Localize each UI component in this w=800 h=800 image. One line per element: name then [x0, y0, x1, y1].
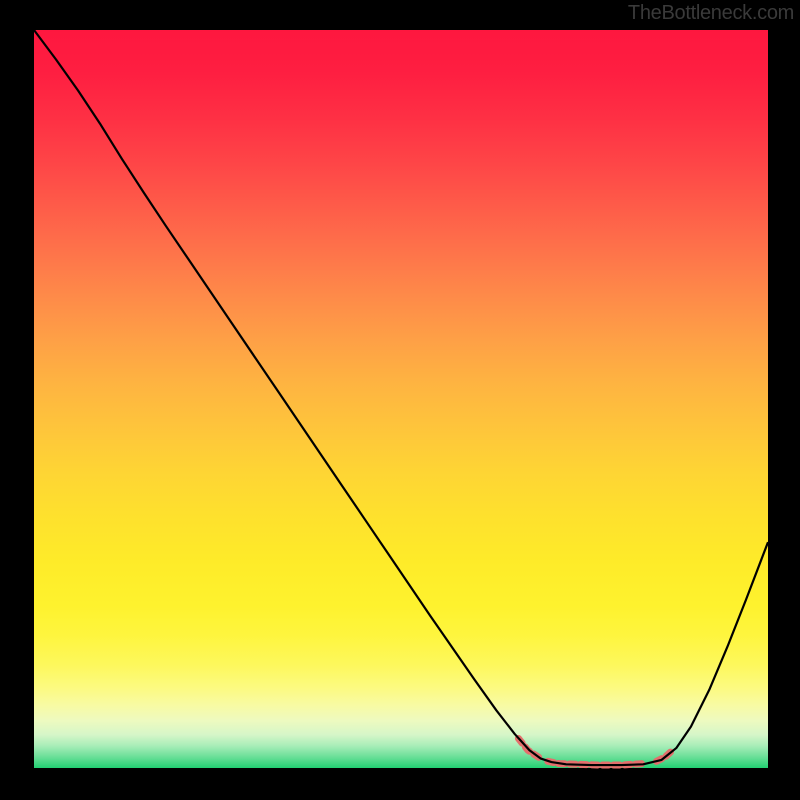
chart-overlay: [34, 30, 768, 768]
chart-plot-area: [34, 30, 768, 768]
attribution-text: TheBottleneck.com: [628, 2, 794, 25]
bottleneck-curve: [34, 30, 768, 765]
bottom-marker-series: [518, 738, 674, 765]
